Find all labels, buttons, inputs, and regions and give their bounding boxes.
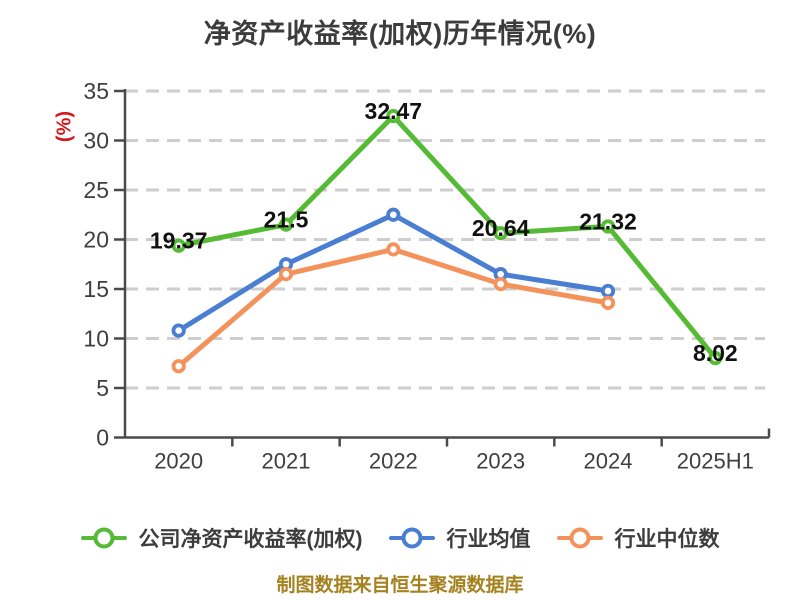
legend-label-company-roe: 公司净资产收益率(加权): [138, 528, 363, 551]
data-labels: 19.37 21.5 32.47 20.64 21.32 8.02: [150, 98, 738, 366]
gridlines: [125, 89, 765, 390]
y-tick-label: 5: [96, 375, 109, 401]
x-tick-label: 2020: [154, 449, 203, 474]
data-point-label: 21.32: [579, 208, 637, 234]
data-point: [278, 267, 294, 282]
data-point: [171, 359, 186, 374]
data-point: [171, 238, 186, 253]
series-0: [171, 108, 723, 366]
y-axis-ticks: 0 5 10 15 20 25 30 35: [83, 78, 125, 451]
x-tick-label: 2023: [476, 449, 525, 474]
data-point: [600, 283, 616, 299]
legend-item-industry-median[interactable]: 行业中位数: [556, 523, 720, 553]
data-source-note: 制图数据来自恒生聚源数据库: [276, 575, 524, 596]
data-point-label: 20.64: [472, 215, 530, 241]
chart-title: 净资产收益率(加权)历年情况(%): [203, 19, 597, 49]
x-tick-label: 2025H1: [677, 449, 754, 474]
x-tick-label: 2024: [584, 449, 633, 474]
y-tick-label: 25: [83, 177, 109, 203]
series-2: [171, 242, 616, 374]
data-point: [493, 276, 508, 292]
data-point: [171, 323, 186, 338]
data-point-label: 21.5: [264, 207, 309, 233]
data-point-label: 19.37: [150, 228, 208, 254]
legend-marker-industry-median: [556, 527, 603, 549]
legend-label-industry-median: 行业中位数: [614, 528, 720, 551]
y-tick-label: 20: [83, 227, 109, 253]
data-point-label: 8.02: [693, 340, 738, 366]
legend-item-industry-mean[interactable]: 行业均值: [388, 523, 531, 553]
data-point: [386, 242, 401, 257]
x-tick-label: 2021: [262, 449, 311, 474]
legend-circle-icon: [401, 527, 422, 549]
data-point: [386, 108, 401, 124]
legend-marker-industry-mean: [388, 527, 435, 549]
data-point: [278, 217, 294, 232]
chart-legend: 公司净资产收益率(加权) 行业均值 行业中位数: [0, 521, 800, 555]
y-tick-label: 10: [83, 326, 109, 352]
legend-marker-company-roe: [80, 527, 127, 549]
data-point: [708, 351, 723, 366]
y-tick-label: 35: [83, 78, 109, 104]
data-point: [493, 226, 508, 241]
y-tick-label: 0: [96, 425, 109, 451]
y-tick-label: 30: [83, 128, 109, 154]
data-point: [600, 219, 616, 234]
legend-circle-icon: [93, 527, 114, 549]
data-point: [600, 295, 616, 310]
legend-circle-icon: [569, 527, 590, 549]
data-point: [386, 207, 401, 222]
legend-item-company-roe[interactable]: 公司净资产收益率(加权): [80, 523, 363, 553]
x-axis-ticks: 2020 2021 2022 2023 2024 2025H1: [154, 428, 771, 474]
x-tick-label: 2022: [369, 449, 418, 474]
legend-label-industry-mean: 行业均值: [446, 528, 531, 551]
data-point-label: 32.47: [365, 98, 423, 124]
y-tick-label: 15: [83, 276, 109, 302]
